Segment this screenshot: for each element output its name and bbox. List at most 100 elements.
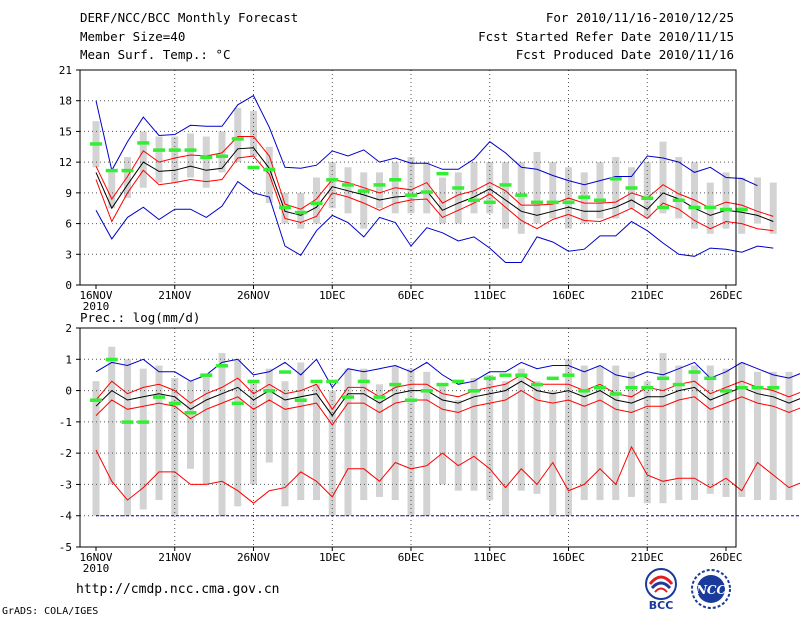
- climatology-marker: [310, 201, 323, 206]
- spread-box: [171, 136, 179, 183]
- climatology-marker: [452, 186, 465, 190]
- spread-box: [155, 136, 163, 183]
- spread-box: [580, 365, 588, 501]
- x-tick-label: 21NOV: [158, 289, 191, 302]
- spread-box: [769, 182, 777, 234]
- climatology-marker: [263, 167, 276, 172]
- series-line-max: [95, 94, 758, 187]
- y-tick-label: 21: [59, 64, 72, 77]
- climatology-marker: [594, 385, 606, 390]
- climatology-marker: [200, 373, 213, 377]
- x-tick-label: 26DEC: [709, 551, 742, 564]
- climatology-marker: [137, 420, 150, 424]
- spread-box: [533, 151, 541, 224]
- series-line-min: [95, 445, 800, 504]
- x-tick-label: 26NOV: [237, 289, 270, 302]
- climatology-marker: [688, 370, 701, 374]
- series-line-lower: [95, 155, 774, 232]
- spread-box: [643, 381, 651, 504]
- spread-box: [675, 365, 683, 501]
- climatology-marker: [90, 398, 102, 402]
- climatology-marker: [641, 196, 654, 200]
- climatology-marker: [153, 148, 165, 152]
- climatology-marker: [247, 165, 260, 170]
- climatology-marker: [657, 205, 669, 210]
- climatology-marker: [231, 401, 244, 406]
- x-tick-label: 16NOV: [79, 551, 112, 564]
- climatology-marker: [483, 200, 496, 205]
- climatology-marker: [562, 373, 575, 377]
- spread-box: [297, 192, 305, 229]
- climatology-marker: [342, 183, 354, 187]
- spread-box: [124, 359, 131, 516]
- climatology-marker: [468, 198, 480, 203]
- spread-box: [234, 359, 242, 507]
- climatology-marker: [121, 168, 134, 173]
- y-tick-label: -5: [59, 541, 72, 554]
- spread-box: [502, 162, 509, 229]
- climatology-marker: [263, 389, 276, 393]
- y-tick-label: 2: [65, 322, 72, 335]
- climatology-marker: [105, 168, 118, 173]
- climatology-marker: [625, 186, 638, 190]
- climatology-marker: [373, 183, 386, 187]
- climatology-marker: [231, 137, 244, 141]
- climatology-marker: [310, 379, 323, 384]
- y-tick-label: 9: [65, 187, 72, 200]
- forecast-period: For 2010/11/16-2010/12/25: [545, 10, 734, 25]
- x-tick-label: 16NOV: [79, 289, 112, 302]
- x-tick-year-label: 2010: [83, 562, 110, 575]
- climatology-marker: [168, 148, 181, 152]
- climatology-marker: [468, 389, 480, 393]
- y-tick-label: 0: [65, 385, 72, 398]
- spread-box: [533, 381, 541, 494]
- climatology-marker: [279, 370, 291, 374]
- spread-box: [549, 162, 557, 219]
- climatology-marker: [357, 189, 370, 193]
- spread-box: [360, 172, 368, 229]
- spread-box: [218, 353, 226, 516]
- source-url[interactable]: http://cmdp.ncc.cma.gov.cn: [76, 582, 280, 597]
- spread-box: [659, 141, 667, 214]
- y-tick-label: 12: [59, 156, 72, 169]
- spread-box: [234, 107, 242, 163]
- spread-box: [313, 177, 320, 224]
- spread-box: [722, 368, 730, 497]
- climatology-marker: [389, 382, 402, 387]
- x-tick-label: 6DEC: [398, 289, 425, 302]
- climatology-marker: [546, 200, 559, 205]
- climatology-marker: [452, 379, 465, 384]
- spread-box: [171, 378, 179, 516]
- spread-box: [596, 162, 604, 219]
- spread-box: [722, 172, 730, 229]
- spread-box: [517, 368, 525, 491]
- spread-box: [659, 353, 667, 504]
- variable-label-precipitation: Prec.: log(mm/d): [80, 310, 200, 325]
- member-size: Member Size=40: [80, 29, 186, 44]
- climatology-marker: [483, 376, 496, 381]
- climatology-marker: [342, 395, 354, 399]
- spread-box: [250, 110, 257, 158]
- climatology-marker: [720, 389, 732, 393]
- spread-box: [565, 359, 572, 516]
- climatology-marker: [121, 420, 134, 424]
- plot-frame: [79, 327, 737, 548]
- y-tick-label: 18: [59, 95, 72, 108]
- climatology-marker: [420, 190, 433, 194]
- x-tick-label: 21NOV: [158, 551, 191, 564]
- y-tick-label: 0: [65, 279, 72, 292]
- spread-box: [754, 177, 761, 224]
- climatology-marker: [405, 398, 417, 402]
- spread-box: [454, 172, 462, 224]
- spread-box: [139, 368, 147, 510]
- climatology-marker: [247, 379, 260, 384]
- climatology-marker: [609, 392, 622, 396]
- climatology-marker: [294, 210, 307, 215]
- spread-box: [202, 374, 210, 485]
- climatology-marker: [562, 200, 575, 205]
- climatology-marker: [735, 207, 748, 212]
- x-tick-label: 1DEC: [319, 289, 346, 302]
- spread-box: [738, 362, 746, 497]
- spread-box: [344, 368, 352, 516]
- y-tick-label: 6: [65, 218, 72, 231]
